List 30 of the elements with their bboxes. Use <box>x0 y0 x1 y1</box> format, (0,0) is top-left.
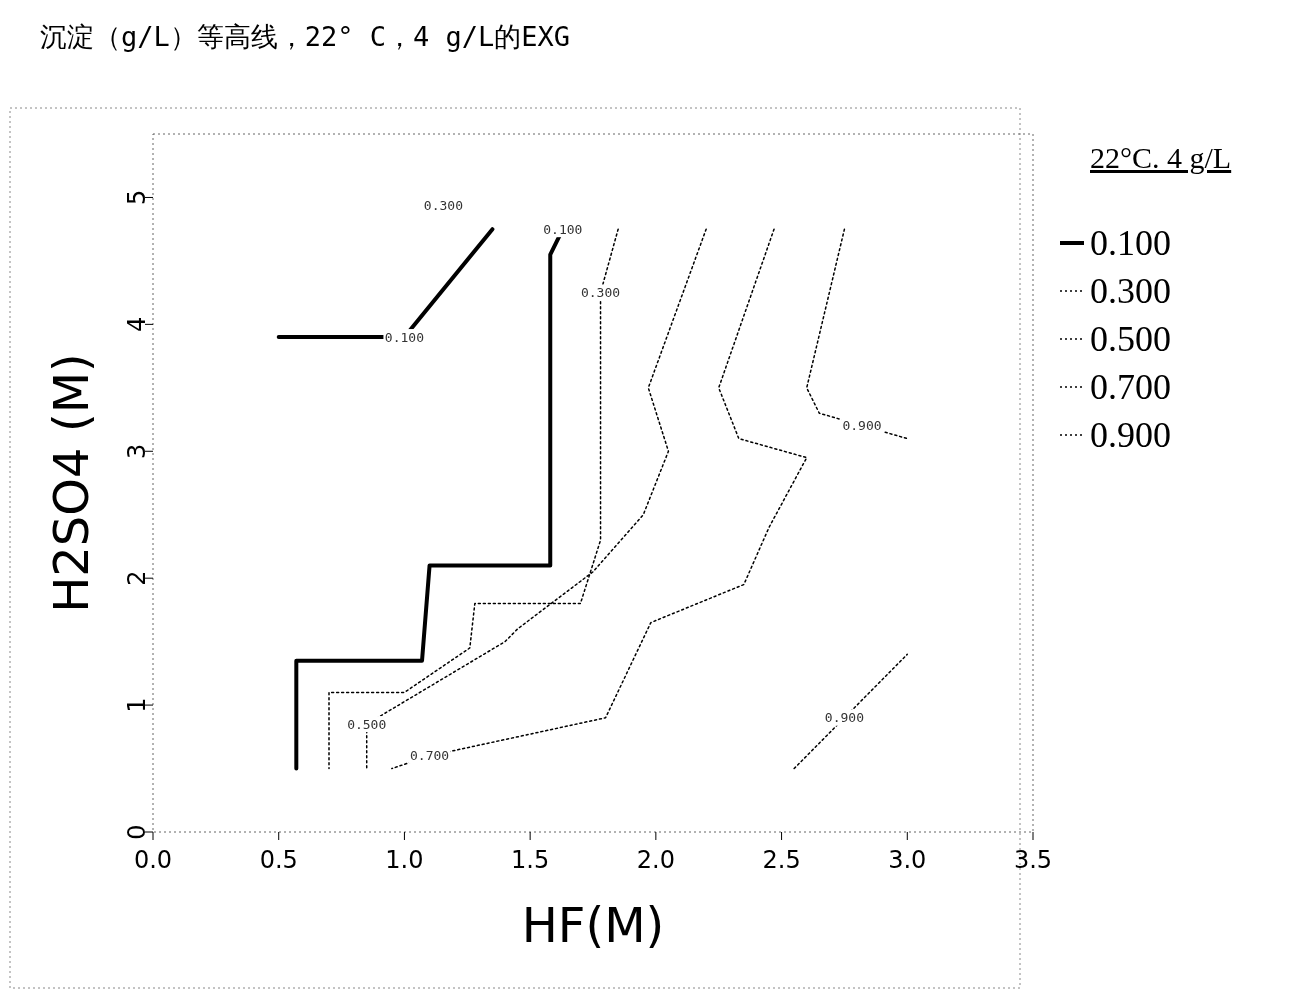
annotation: 0.900 <box>824 710 864 726</box>
legend-label: 0.500 <box>1090 319 1171 359</box>
y-tick-label: 5 <box>123 189 151 206</box>
legend-label: 0.700 <box>1090 367 1171 407</box>
y-axis-title: H2SO4 (M) <box>43 353 99 613</box>
chart-title: 沉淀（g/L）等高线，22° C，4 g/L的EXG <box>40 21 571 52</box>
x-tick-label: 1.5 <box>511 846 550 874</box>
x-tick-label: 3.0 <box>888 846 927 874</box>
y-tick-label: 0 <box>123 824 151 840</box>
y-tick-label: 4 <box>123 316 151 332</box>
x-tick-label: 2.0 <box>636 846 675 874</box>
x-tick-label: 2.5 <box>762 846 801 874</box>
legend-label: 0.100 <box>1090 223 1171 263</box>
annotation: 0.300 <box>423 198 463 213</box>
annotation: 0.100 <box>543 221 583 237</box>
x-tick-label: 3.5 <box>1013 846 1053 874</box>
y-tick-label: 2 <box>123 570 151 586</box>
y-tick-label: 3 <box>123 443 151 459</box>
annotation: 0.500 <box>347 716 387 732</box>
legend-title: 22°C. 4 g/L <box>1090 141 1232 174</box>
y-tick-label: 1 <box>123 697 151 713</box>
x-axis-title: HF(M) <box>521 897 665 953</box>
legend-label: 0.900 <box>1090 415 1171 455</box>
x-tick-label: 0.0 <box>133 846 173 874</box>
annotation: 0.300 <box>580 285 621 301</box>
legend-label: 0.300 <box>1090 271 1171 311</box>
line-series <box>805 228 909 440</box>
annotation: 0.900 <box>842 418 882 434</box>
x-tick-label: 0.5 <box>259 846 298 874</box>
x-tick-label: 1.0 <box>385 846 424 874</box>
